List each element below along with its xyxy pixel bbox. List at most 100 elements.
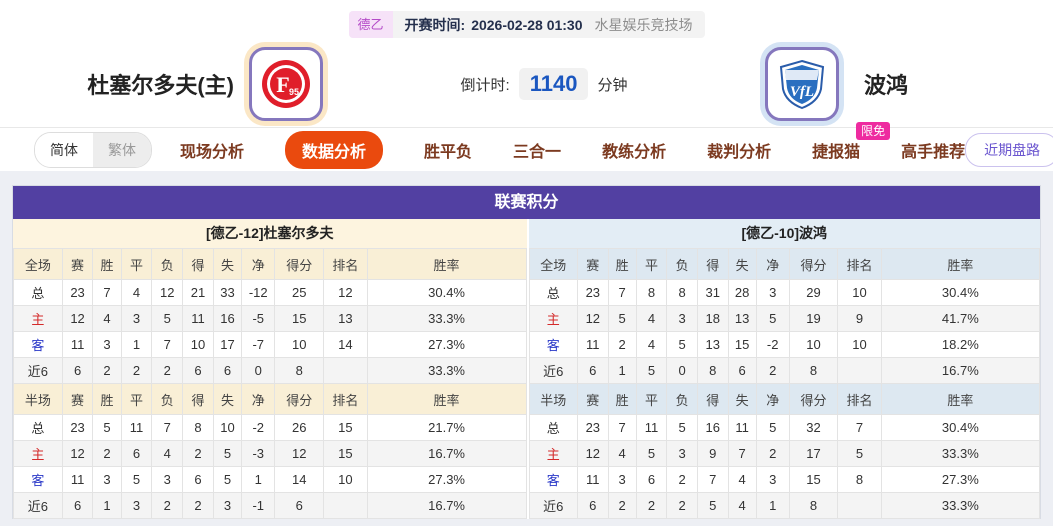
stat-cell: 14 <box>323 331 368 358</box>
column-header-cell: 得分 <box>788 383 839 415</box>
stat-cell: 5 <box>212 440 243 467</box>
stat-cell: 12 <box>576 440 609 467</box>
stat-cell: 2 <box>666 466 698 493</box>
stat-cell: 10 <box>182 331 214 358</box>
table-row: 主 12 4 5 3 9 7 2 17 5 33.3% <box>528 440 1041 467</box>
table-row: 客 11 3 1 7 10 17 -7 10 14 27.3% <box>13 331 527 358</box>
stat-cell: 8 <box>182 414 214 441</box>
table-row: 近6 6 1 5 0 8 6 2 8 16.7% <box>528 357 1041 384</box>
table-row: 近6 6 1 3 2 2 3 -1 6 16.7% <box>13 492 527 519</box>
stat-cell: 6 <box>61 357 94 384</box>
stat-cell: 2 <box>92 440 122 467</box>
stat-cell: 3 <box>151 466 184 493</box>
tab-referee-analysis[interactable]: 裁判分析 <box>707 143 772 161</box>
column-header-row: 全场赛胜平负得失净得分 排名 胜率 <box>528 248 1041 280</box>
stat-cell <box>837 357 882 384</box>
tab-data-analysis[interactable]: 数据分析 <box>285 130 384 169</box>
stat-cell: -12 <box>241 279 276 306</box>
column-header-cell: 得 <box>696 248 729 280</box>
stat-cell: 10 <box>837 279 882 306</box>
column-header-cell: 平 <box>120 383 153 415</box>
column-header-cell: 负 <box>151 383 184 415</box>
stat-cell: 16 <box>696 414 729 441</box>
stat-cell: 13 <box>696 331 729 358</box>
stat-cell: 2 <box>182 492 214 519</box>
stat-cell: -1 <box>241 492 276 519</box>
stat-cell: 6 <box>61 492 94 519</box>
row-label-cell: 客 <box>528 331 578 358</box>
table-title: 联赛积分 <box>13 186 1040 219</box>
stat-cell: 3 <box>212 492 243 519</box>
stat-cell: 10 <box>788 331 839 358</box>
league-points-card: 联赛积分 [德乙-12]杜塞尔多夫 全场赛胜平负得失净得分 排名 胜率总 23 7 4 12… <box>12 185 1041 519</box>
column-header-cell: 排名 <box>837 383 882 415</box>
stat-cell: 31 <box>696 279 729 306</box>
stat-cell: 5 <box>120 466 153 493</box>
stat-cell: 3 <box>120 305 153 332</box>
stat-cell: 8 <box>666 279 698 306</box>
table-row: 主 12 5 4 3 18 13 5 19 9 41.7% <box>528 305 1041 332</box>
tab-win-draw-lose[interactable]: 胜平负 <box>424 143 473 161</box>
home-subtitle: [德乙-12]杜塞尔多夫 <box>13 219 527 248</box>
column-header-cell: 赛 <box>576 248 609 280</box>
stat-cell: 1 <box>755 492 790 519</box>
row-label-cell: 主 <box>528 440 578 467</box>
tab-coach-analysis[interactable]: 教练分析 <box>602 143 667 161</box>
table-row: 主 12 4 3 5 11 16 -5 15 13 33.3% <box>13 305 527 332</box>
column-header-cell: 净 <box>241 383 276 415</box>
stat-cell: 12 <box>151 279 184 306</box>
stat-cell: 5 <box>151 305 184 332</box>
tab-jiebao-cat[interactable]: 捷报猫 限免 <box>812 121 891 168</box>
stat-cell: 12 <box>61 440 94 467</box>
row-label-cell: 客 <box>528 466 578 493</box>
row-label-cell: 主 <box>13 440 63 467</box>
stat-cell: 5 <box>666 331 698 358</box>
table-row: 客 11 3 5 3 6 5 1 14 10 27.3% <box>13 466 527 493</box>
kickoff-label: 开赛时间: <box>404 16 466 33</box>
stat-cell: 7 <box>727 440 757 467</box>
stat-cell: 8 <box>788 492 839 519</box>
stat-cell: 4 <box>727 466 757 493</box>
svg-text:95: 95 <box>289 87 299 97</box>
stat-cell: 21 <box>182 279 214 306</box>
home-team-logo: F 95 <box>249 47 323 121</box>
stat-cell: 11 <box>727 414 757 441</box>
stat-cell: 4 <box>92 305 122 332</box>
stat-cell: 7 <box>607 279 637 306</box>
column-header-cell: 胜 <box>607 248 637 280</box>
tab-live-analysis[interactable]: 现场分析 <box>180 143 245 161</box>
table-row: 近6 6 2 2 2 6 6 0 8 33.3% <box>13 357 527 384</box>
tab-three-in-one[interactable]: 三合一 <box>513 143 562 161</box>
stat-cell: 21.7% <box>366 414 527 441</box>
recent-trend-button[interactable]: 近期盘路 <box>965 132 1053 167</box>
stat-cell: -7 <box>241 331 276 358</box>
column-header-row: 全场赛胜平负得失净得分 排名 胜率 <box>13 248 527 280</box>
stat-cell: 2 <box>151 492 184 519</box>
stat-cell: 27.3% <box>880 466 1041 493</box>
lang-simplified-button[interactable]: 简体 <box>35 132 93 167</box>
stat-cell: 1 <box>607 357 637 384</box>
stat-cell: 3 <box>120 492 153 519</box>
column-header-cell: 赛 <box>61 383 94 415</box>
table-row: 主 12 2 6 4 2 5 -3 12 15 16.7% <box>13 440 527 467</box>
stat-cell: 9 <box>696 440 729 467</box>
stat-cell: 4 <box>120 279 153 306</box>
tab-expert-picks[interactable]: 高手推荐 <box>901 143 966 161</box>
svg-text:VfL: VfL <box>790 84 814 100</box>
away-crest-icon: VfL <box>779 59 825 110</box>
stat-cell: 2 <box>755 357 790 384</box>
stat-cell: 1 <box>241 466 276 493</box>
stat-cell: 32 <box>788 414 839 441</box>
stat-cell: 6 <box>274 492 325 519</box>
stat-cell: 25 <box>274 279 325 306</box>
row-label-cell: 近6 <box>528 492 578 519</box>
stat-cell: 7 <box>151 331 184 358</box>
stat-cell: -2 <box>755 331 790 358</box>
stat-cell: 27.3% <box>366 466 527 493</box>
stat-cell: 3 <box>666 305 698 332</box>
lang-traditional-button[interactable]: 繁体 <box>93 132 151 167</box>
stat-cell: 3 <box>92 466 122 493</box>
stat-cell: 5 <box>212 466 243 493</box>
stat-cell: 14 <box>274 466 325 493</box>
stat-cell: 8 <box>696 357 729 384</box>
